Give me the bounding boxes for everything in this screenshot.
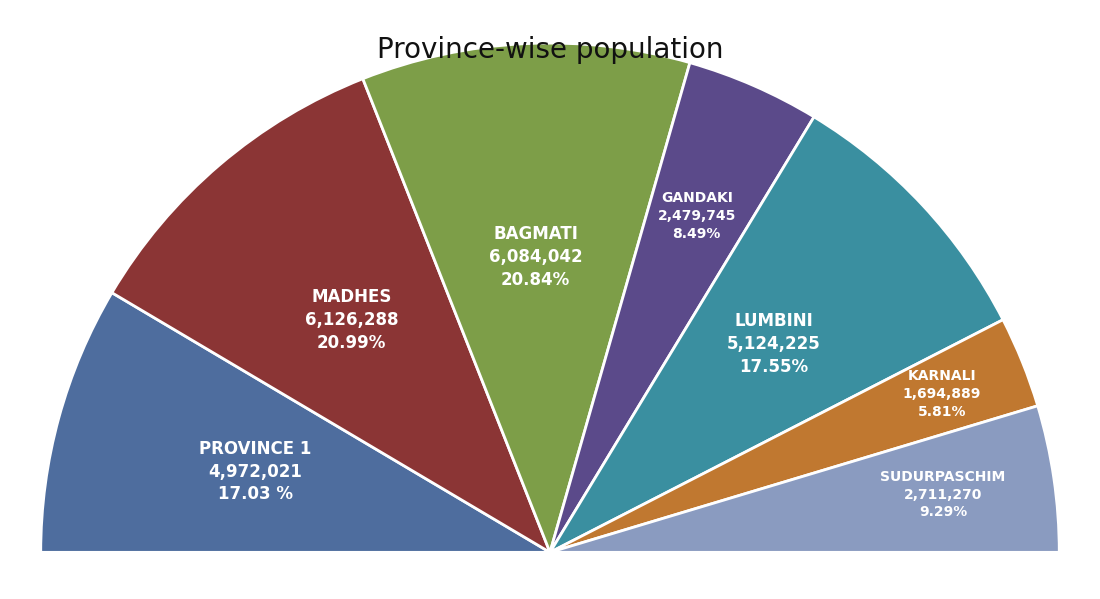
Wedge shape bbox=[550, 63, 814, 552]
Text: GANDAKI
2,479,745
8.49%: GANDAKI 2,479,745 8.49% bbox=[658, 192, 736, 241]
Wedge shape bbox=[41, 293, 550, 552]
Text: LUMBINI
5,124,225
17.55%: LUMBINI 5,124,225 17.55% bbox=[727, 312, 821, 376]
Text: MADHES
6,126,288
20.99%: MADHES 6,126,288 20.99% bbox=[305, 288, 398, 352]
Text: SUDURPASCHIM
2,711,270
9.29%: SUDURPASCHIM 2,711,270 9.29% bbox=[880, 470, 1005, 519]
Wedge shape bbox=[363, 43, 690, 552]
Text: KARNALI
1,694,889
5.81%: KARNALI 1,694,889 5.81% bbox=[903, 370, 981, 419]
Text: BAGMATI
6,084,042
20.84%: BAGMATI 6,084,042 20.84% bbox=[488, 225, 582, 289]
Wedge shape bbox=[550, 406, 1059, 552]
Wedge shape bbox=[550, 117, 1003, 552]
Text: Province-wise population: Province-wise population bbox=[376, 36, 724, 64]
Wedge shape bbox=[550, 320, 1037, 552]
Text: PROVINCE 1
4,972,021
17.03 %: PROVINCE 1 4,972,021 17.03 % bbox=[199, 440, 311, 504]
Wedge shape bbox=[112, 78, 550, 552]
